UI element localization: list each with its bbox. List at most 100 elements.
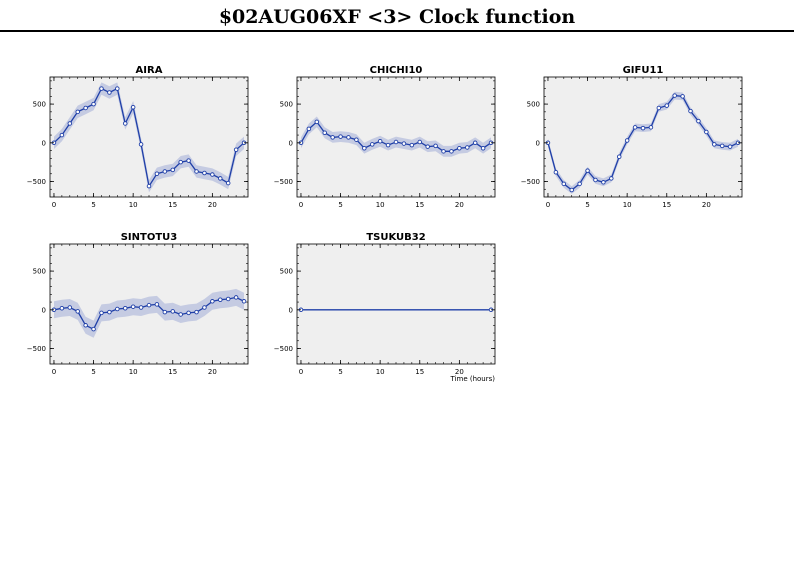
chart-0: 0 5 10 15 20 500 0 −500 AIRA: [27, 65, 249, 209]
x-tick-label: 15: [168, 368, 177, 376]
data-point: [648, 125, 654, 130]
data-point: [67, 121, 73, 126]
y-tick-label: 500: [280, 268, 293, 276]
data-point: [115, 86, 120, 91]
x-tick-label: 20: [702, 201, 711, 209]
data-point: [138, 305, 144, 310]
x-tick-label: 10: [623, 201, 632, 209]
title-rule: [0, 30, 794, 32]
data-point: [146, 183, 152, 189]
data-point: [210, 299, 215, 304]
data-point: [338, 134, 343, 139]
data-point: [322, 130, 327, 135]
data-point: [561, 181, 567, 187]
data-point: [314, 119, 320, 125]
data-point: [385, 142, 391, 148]
data-point: [178, 159, 183, 165]
data-point: [417, 139, 423, 145]
data-point: [154, 302, 160, 307]
chart-2: 0 5 10 15 20 500 0 −500 GIFU11: [521, 65, 743, 209]
uncertainty-band: [548, 91, 738, 194]
data-point: [170, 309, 176, 314]
data-point: [632, 125, 638, 130]
data-point: [107, 309, 112, 315]
data-point: [162, 169, 168, 174]
data-point: [115, 306, 120, 312]
y-tick-label: 500: [33, 101, 46, 109]
data-point: [601, 180, 606, 185]
data-point: [202, 305, 207, 310]
data-point: [99, 310, 104, 316]
x-tick-label: 20: [455, 201, 464, 209]
data-point: [433, 143, 438, 149]
chart-title: TSUKUB32: [366, 232, 425, 243]
data-point: [688, 108, 693, 114]
chart-title: GIFU11: [623, 65, 664, 76]
y-tick-label: 500: [280, 101, 293, 109]
data-point: [225, 296, 231, 302]
data-point: [472, 140, 478, 146]
data-point: [162, 309, 168, 315]
data-point: [170, 167, 176, 173]
y-tick-label: −500: [274, 178, 293, 186]
x-tick-label: 0: [52, 201, 56, 209]
data-point: [719, 143, 725, 149]
data-point: [178, 312, 183, 317]
x-tick-label: 15: [662, 201, 671, 209]
data-point: [585, 168, 590, 173]
data-point: [83, 105, 88, 111]
data-point: [577, 181, 582, 187]
data-point: [704, 129, 709, 135]
data-point: [609, 176, 614, 181]
data-point: [91, 326, 96, 332]
data-point: [593, 177, 598, 183]
data-point: [91, 101, 96, 107]
x-tick-label: 0: [52, 368, 56, 376]
y-tick-label: −500: [521, 178, 540, 186]
data-point: [377, 139, 383, 144]
plot-area: [544, 77, 742, 197]
x-tick-label: 10: [129, 368, 138, 376]
data-point: [130, 304, 136, 309]
data-point: [553, 169, 559, 175]
data-point: [67, 305, 73, 310]
data-point: [680, 94, 685, 99]
chart-title: CHICHI10: [370, 65, 423, 76]
data-point: [672, 93, 677, 98]
data-point: [194, 169, 199, 174]
data-point: [138, 142, 144, 147]
data-point: [480, 145, 486, 151]
uncertainty-band: [301, 116, 491, 157]
data-point: [409, 142, 415, 148]
data-point: [425, 144, 430, 149]
chart-3: 0 5 10 15 20 500 0 −500 SINTOTU3: [27, 232, 249, 376]
data-point: [616, 154, 622, 159]
data-point: [624, 138, 630, 143]
x-tick-label: 15: [415, 201, 424, 209]
x-tick-label: 5: [91, 201, 95, 209]
x-tick-label: 5: [91, 368, 95, 376]
data-point: [727, 144, 733, 149]
chart-4: 0 5 10 15 20 500 0 −500 TSUKUB32 Time (hours): [274, 232, 496, 383]
data-point: [75, 309, 80, 314]
data-point: [664, 103, 670, 108]
chart-title: SINTOTU3: [121, 232, 178, 243]
data-point: [241, 299, 247, 304]
data-point: [354, 137, 359, 142]
data-point: [346, 135, 351, 140]
data-point: [233, 295, 239, 300]
y-tick-label: 0: [536, 139, 540, 147]
data-point: [218, 297, 223, 302]
data-point: [569, 187, 574, 193]
data-point: [656, 105, 662, 111]
y-tick-label: −500: [274, 345, 293, 353]
y-tick-label: 0: [42, 139, 46, 147]
data-point: [75, 109, 80, 115]
data-point: [233, 147, 239, 153]
x-tick-label: 10: [129, 201, 138, 209]
x-tick-label: 15: [415, 368, 424, 376]
data-point: [146, 302, 152, 308]
y-tick-label: −500: [27, 178, 46, 186]
data-point: [449, 149, 454, 154]
